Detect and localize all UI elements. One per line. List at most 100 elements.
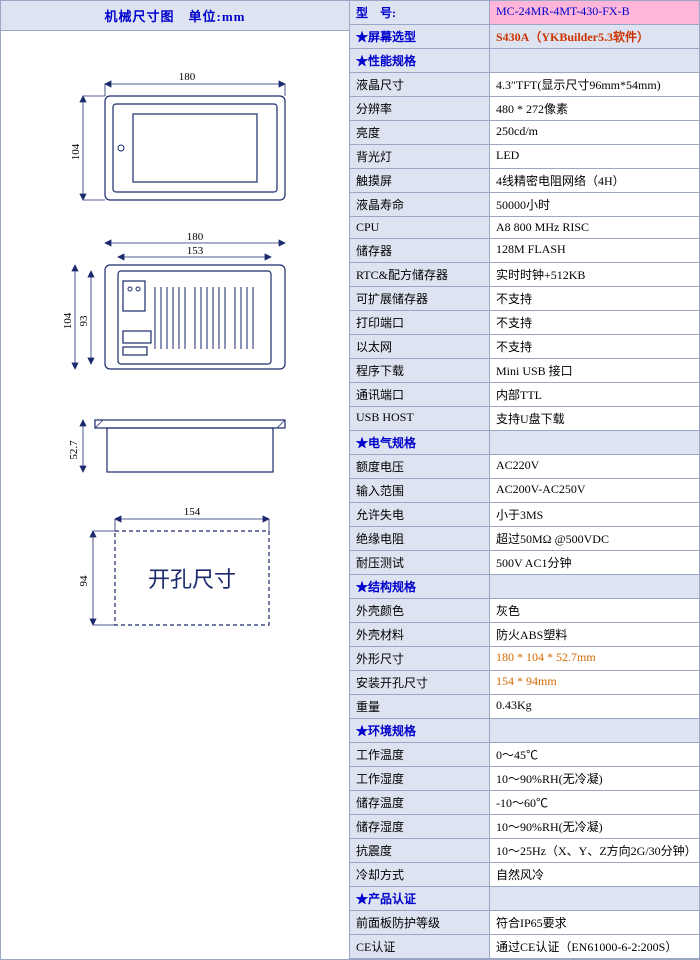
perf-row: 可扩展储存器不支持 xyxy=(350,287,699,311)
spec-column: 型 号: MC-24MR-4MT-430-FX-B ★屏幕选型 S430A（YK… xyxy=(350,1,699,959)
cert-header: ★产品认证 xyxy=(350,887,699,911)
perf-row: 液晶寿命50000小时 xyxy=(350,193,699,217)
env-label: 抗震度 xyxy=(350,839,490,862)
perf-row: 液晶尺寸4.3″TFT(显示尺寸96mm*54mm) xyxy=(350,73,699,97)
model-value: MC-24MR-4MT-430-FX-B xyxy=(490,1,699,24)
screen-value: S430A（YKBuilder5.3软件） xyxy=(490,25,699,48)
perf-value: 不支持 xyxy=(490,311,699,334)
env-row: 冷却方式自然风冷 xyxy=(350,863,699,887)
elec-row: 绝缘电阻超过50MΩ @500VDC xyxy=(350,527,699,551)
perf-row: 程序下载Mini USB 接口 xyxy=(350,359,699,383)
env-row: 储存湿度10～90%RH(无冷凝) xyxy=(350,815,699,839)
perf-label: 液晶尺寸 xyxy=(350,73,490,96)
svg-text:93: 93 xyxy=(78,315,90,327)
screen-label: ★屏幕选型 xyxy=(350,25,490,48)
svg-text:52.7: 52.7 xyxy=(68,440,80,460)
perf-value: 支持U盘下载 xyxy=(490,407,699,430)
perf-value: 250cd/m xyxy=(490,121,699,144)
back-panel-diagram: 180 153 104 93 xyxy=(11,231,339,391)
struct-label: 外壳颜色 xyxy=(350,599,490,622)
env-row: 抗震度10～25Hz（X、Y、Z方向2G/30分钟） xyxy=(350,839,699,863)
diagram-area: 180 104 xyxy=(1,31,349,686)
perf-row: CPUA8 800 MHz RISC xyxy=(350,217,699,239)
elec-label: 耐压测试 xyxy=(350,551,490,574)
env-header-label: ★环境规格 xyxy=(350,719,490,742)
perf-row: 打印端口不支持 xyxy=(350,311,699,335)
elec-value: 超过50MΩ @500VDC xyxy=(490,527,699,550)
diagram-header: 机械尺寸图 单位:mm xyxy=(1,1,349,31)
elec-row: 耐压测试500V AC1分钟 xyxy=(350,551,699,575)
perf-header-label: ★性能规格 xyxy=(350,49,490,72)
env-value: 10～90%RH(无冷凝) xyxy=(490,815,699,838)
elec-value: 小于3MS xyxy=(490,503,699,526)
perf-value: 实时时钟+512KB xyxy=(490,263,699,286)
perf-label: CPU xyxy=(350,217,490,238)
svg-text:94: 94 xyxy=(78,575,90,587)
perf-value: 内部TTL xyxy=(490,383,699,406)
svg-text:154: 154 xyxy=(184,506,201,518)
elec-header: ★电气规格 xyxy=(350,431,699,455)
env-row: 工作湿度10～90%RH(无冷凝) xyxy=(350,767,699,791)
perf-value: 480 * 272像素 xyxy=(490,97,699,120)
perf-label: RTC&配方储存器 xyxy=(350,263,490,286)
struct-value: 0.43Kg xyxy=(490,695,699,718)
elec-label: 绝缘电阻 xyxy=(350,527,490,550)
perf-label: 可扩展储存器 xyxy=(350,287,490,310)
perf-row: 背光灯LED xyxy=(350,145,699,169)
struct-label: 外形尺寸 xyxy=(350,647,490,670)
env-label: 冷却方式 xyxy=(350,863,490,886)
model-row: 型 号: MC-24MR-4MT-430-FX-B xyxy=(350,1,699,25)
elec-value: AC220V xyxy=(490,455,699,478)
svg-text:104: 104 xyxy=(70,143,82,160)
perf-label: 亮度 xyxy=(350,121,490,144)
env-value: 0～45℃ xyxy=(490,743,699,766)
elec-row: 额度电压AC220V xyxy=(350,455,699,479)
env-label: 工作湿度 xyxy=(350,767,490,790)
model-label: 型 号: xyxy=(350,1,490,24)
struct-value: 防火ABS塑料 xyxy=(490,623,699,646)
perf-label: 触摸屏 xyxy=(350,169,490,192)
struct-value: 154 * 94mm xyxy=(490,671,699,694)
struct-label: 外壳材料 xyxy=(350,623,490,646)
perf-row: 分辨率480 * 272像素 xyxy=(350,97,699,121)
env-value: 自然风冷 xyxy=(490,863,699,886)
perf-row: 以太网不支持 xyxy=(350,335,699,359)
elec-label: 输入范围 xyxy=(350,479,490,502)
elec-value: 500V AC1分钟 xyxy=(490,551,699,574)
struct-row: 重量0.43Kg xyxy=(350,695,699,719)
struct-row: 外壳颜色灰色 xyxy=(350,599,699,623)
cert-row: CE认证通过CE认证（EN61000-6-2:200S） xyxy=(350,935,699,959)
perf-value: 50000小时 xyxy=(490,193,699,216)
elec-row: 输入范围AC200V-AC250V xyxy=(350,479,699,503)
struct-label: 安装开孔尺寸 xyxy=(350,671,490,694)
struct-row: 外壳材料防火ABS塑料 xyxy=(350,623,699,647)
env-value: -10～60℃ xyxy=(490,791,699,814)
svg-text:180: 180 xyxy=(179,71,196,83)
perf-row: 触摸屏4线精密电阻网络（4H） xyxy=(350,169,699,193)
svg-text:180: 180 xyxy=(187,231,204,243)
env-value: 10～90%RH(无冷凝) xyxy=(490,767,699,790)
env-row: 工作温度0～45℃ xyxy=(350,743,699,767)
perf-row: 储存器128M FLASH xyxy=(350,239,699,263)
perf-row: 亮度250cd/m xyxy=(350,121,699,145)
perf-value: 不支持 xyxy=(490,335,699,358)
perf-label: 通讯端口 xyxy=(350,383,490,406)
perf-label: 储存器 xyxy=(350,239,490,262)
perf-label: 打印端口 xyxy=(350,311,490,334)
cert-row: 前面板防护等级符合IP65要求 xyxy=(350,911,699,935)
perf-label: 背光灯 xyxy=(350,145,490,168)
struct-value: 灰色 xyxy=(490,599,699,622)
perf-label: 分辨率 xyxy=(350,97,490,120)
cert-value: 通过CE认证（EN61000-6-2:200S） xyxy=(490,935,699,958)
perf-row: 通讯端口内部TTL xyxy=(350,383,699,407)
struct-header-label: ★结构规格 xyxy=(350,575,490,598)
perf-label: 液晶寿命 xyxy=(350,193,490,216)
cert-value: 符合IP65要求 xyxy=(490,911,699,934)
perf-label: 程序下载 xyxy=(350,359,490,382)
diagram-column: 机械尺寸图 单位:mm 180 104 xyxy=(1,1,350,959)
struct-row: 安装开孔尺寸154 * 94mm xyxy=(350,671,699,695)
side-panel-diagram: 52.7 xyxy=(11,406,339,486)
cert-label: CE认证 xyxy=(350,935,490,958)
perf-value: 4线精密电阻网络（4H） xyxy=(490,169,699,192)
env-header: ★环境规格 xyxy=(350,719,699,743)
